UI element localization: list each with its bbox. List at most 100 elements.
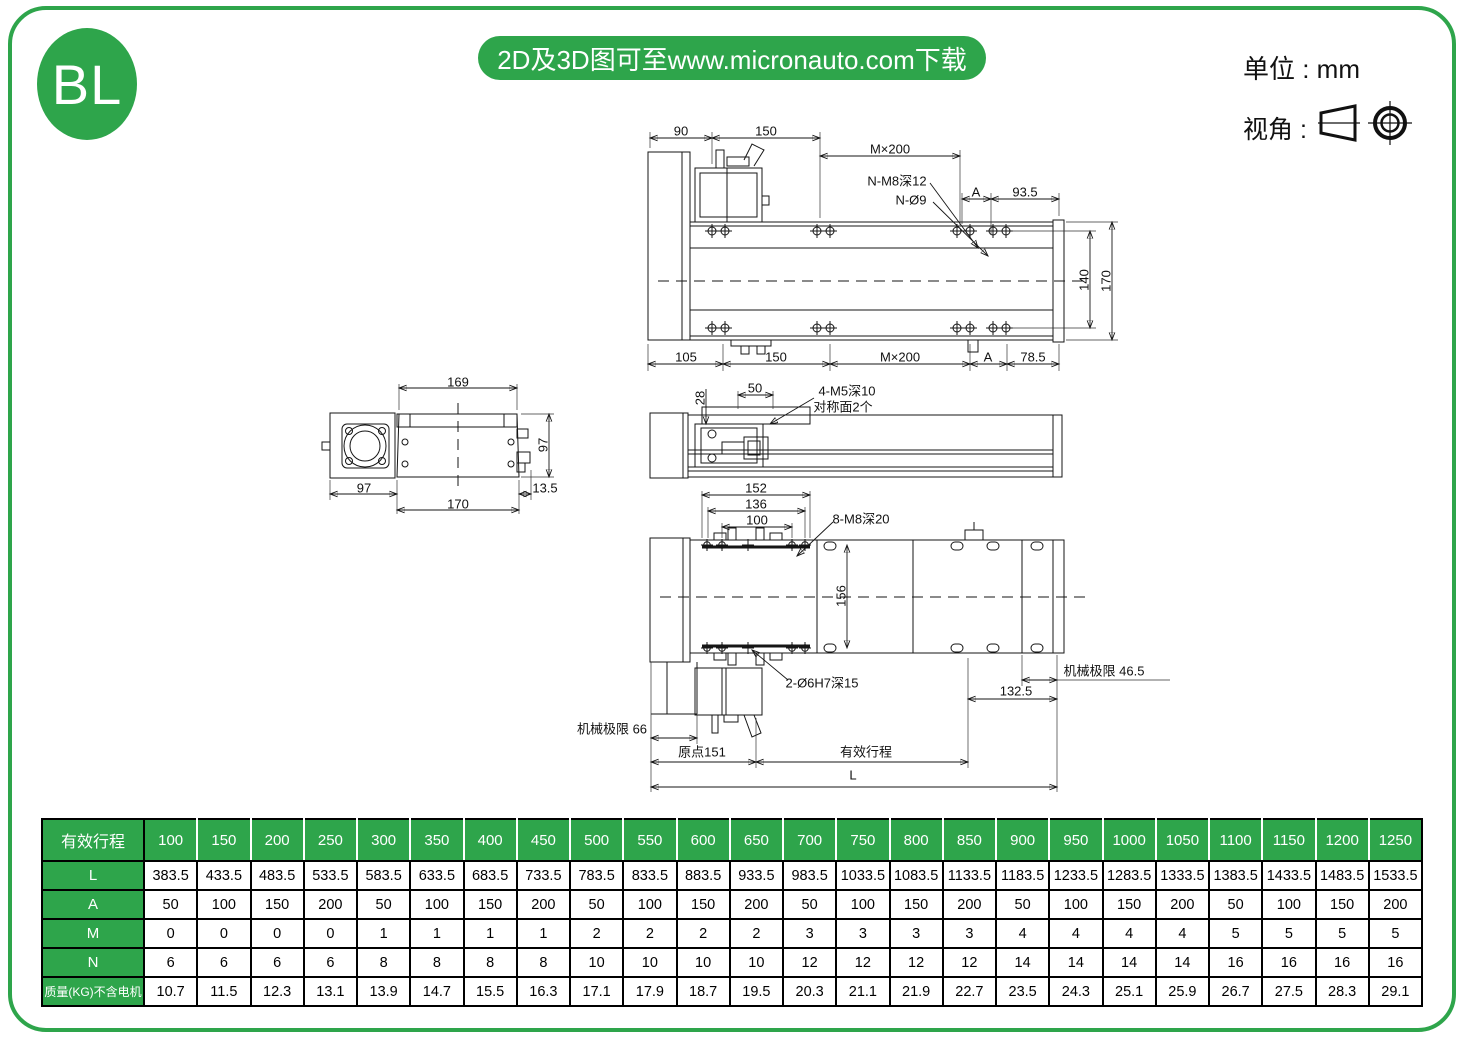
table-cell: 433.5 xyxy=(196,860,252,891)
table-cell: 883.5 xyxy=(675,860,731,891)
dim-label: 93.5 xyxy=(1012,184,1038,200)
table-cell: 11.5 xyxy=(196,976,252,1007)
table-cell: 8 xyxy=(409,947,465,978)
table-cell: 28.3 xyxy=(1314,976,1370,1007)
table-row: N 6 6 6 6 8 8 8 8 10 10 10 10 12 12 12 12 14 14 14 14 16 16 16 1… xyxy=(41,947,1424,978)
unit-label: 单位 : mm xyxy=(1243,54,1360,84)
table-cell: 1 xyxy=(355,918,412,949)
table-cell: 2 xyxy=(568,918,625,949)
table-cell: 683.5 xyxy=(462,860,518,891)
dim-label: 机械极限 46.5 xyxy=(1063,663,1145,679)
table-cell: 300 xyxy=(355,818,412,862)
table-cell: 1283.5 xyxy=(1101,860,1157,891)
table-cell: 0 xyxy=(142,918,199,949)
table-cell: 8 xyxy=(515,947,572,978)
table-cell: 8 xyxy=(355,947,412,978)
table-cell: 350 xyxy=(409,818,465,862)
dim-label: 有效行程 xyxy=(839,744,893,760)
table-cell: 550 xyxy=(622,818,678,862)
table-cell: 17.1 xyxy=(568,976,625,1007)
table-cell: 150 xyxy=(1314,889,1370,920)
table-cell: 16 xyxy=(1367,947,1424,978)
table-cell: 1533.5 xyxy=(1367,860,1424,891)
dim-label: A xyxy=(983,349,993,365)
table-cell: 18.7 xyxy=(675,976,731,1007)
table-cell: 250 xyxy=(302,818,359,862)
table-cell: 833.5 xyxy=(622,860,678,891)
table-cell: 25.1 xyxy=(1101,976,1157,1007)
table-cell: 1200 xyxy=(1314,818,1370,862)
table-cell: 483.5 xyxy=(249,860,305,891)
table-cell: 2 xyxy=(622,918,678,949)
dim-label: M×200 xyxy=(869,141,911,157)
table-cell: 4 xyxy=(1154,918,1211,949)
table-cell: 750 xyxy=(835,818,891,862)
dim-label: 8-M8深20 xyxy=(832,511,890,527)
table-cell: 5 xyxy=(1367,918,1424,949)
dim-label: 4-M5深10 xyxy=(818,383,876,399)
table-cell: 150 xyxy=(462,889,518,920)
row-label: 有效行程 xyxy=(41,818,145,862)
table-cell: 50 xyxy=(1207,889,1264,920)
table-cell: 2 xyxy=(728,918,785,949)
table-cell: 50 xyxy=(994,889,1051,920)
table-cell: 150 xyxy=(675,889,731,920)
table-cell: 1433.5 xyxy=(1261,860,1317,891)
table-cell: 1083.5 xyxy=(888,860,944,891)
table-cell: 100 xyxy=(1048,889,1104,920)
bottom-view-drawing xyxy=(649,491,1170,792)
table-cell: 150 xyxy=(249,889,305,920)
table-cell: 6 xyxy=(249,947,305,978)
table-cell: 100 xyxy=(622,889,678,920)
table-cell: 10 xyxy=(568,947,625,978)
dim-label: N-Ø9 xyxy=(895,192,927,208)
table-cell: 700 xyxy=(781,818,838,862)
view-angle-circle-icon xyxy=(1368,101,1412,145)
table-cell: 150 xyxy=(196,818,252,862)
dim-label: 2-Ø6H7深15 xyxy=(785,675,859,691)
table-cell: 2 xyxy=(675,918,731,949)
table-cell: 650 xyxy=(728,818,785,862)
table-cell: 983.5 xyxy=(781,860,838,891)
table-cell: 783.5 xyxy=(568,860,625,891)
table-cell: 5 xyxy=(1314,918,1370,949)
table-cell: 16.3 xyxy=(515,976,572,1007)
spec-table: 有效行程 100 150 200 250 300 350 400 450 500 550 600 650… xyxy=(41,818,1424,1007)
dim-label: N-M8深12 xyxy=(867,173,927,189)
table-cell: 6 xyxy=(142,947,199,978)
table-cell: 50 xyxy=(142,889,199,920)
table-cell: 12.3 xyxy=(249,976,305,1007)
table-cell: 933.5 xyxy=(728,860,785,891)
table-cell: 10 xyxy=(728,947,785,978)
table-cell: 1 xyxy=(515,918,572,949)
table-cell: 14 xyxy=(994,947,1051,978)
table-cell: 200 xyxy=(1154,889,1211,920)
dim-label: 对称面2个 xyxy=(813,399,873,415)
table-cell: 10 xyxy=(675,947,731,978)
table-cell: 200 xyxy=(1367,889,1424,920)
dim-label: 原点151 xyxy=(678,744,726,760)
dim-label: 105 xyxy=(675,349,697,365)
table-cell: 150 xyxy=(888,889,944,920)
table-cell: 1100 xyxy=(1207,818,1264,862)
table-cell: 13.9 xyxy=(355,976,412,1007)
table-cell: 633.5 xyxy=(409,860,465,891)
table-cell: 200 xyxy=(941,889,998,920)
table-cell: 100 xyxy=(1261,889,1317,920)
download-banner-text: 2D及3D图可至www.micronauto.com下载 xyxy=(497,44,967,75)
table-cell: 14.7 xyxy=(409,976,465,1007)
table-cell: 533.5 xyxy=(302,860,359,891)
table-cell: 1133.5 xyxy=(941,860,998,891)
table-cell: 0 xyxy=(302,918,359,949)
dim-label: 140 xyxy=(1076,269,1092,291)
table-cell: 50 xyxy=(568,889,625,920)
table-cell: 950 xyxy=(1048,818,1104,862)
table-cell: 150 xyxy=(1101,889,1157,920)
row-label: L xyxy=(41,860,145,891)
table-cell: 100 xyxy=(196,889,252,920)
model-badge-label: BL xyxy=(51,52,123,116)
table-row: 有效行程 100 150 200 250 300 350 400 450 500 550 600 650… xyxy=(41,818,1424,862)
table-cell: 4 xyxy=(1048,918,1104,949)
dim-label: 136 xyxy=(745,496,767,512)
table-cell: 6 xyxy=(196,947,252,978)
